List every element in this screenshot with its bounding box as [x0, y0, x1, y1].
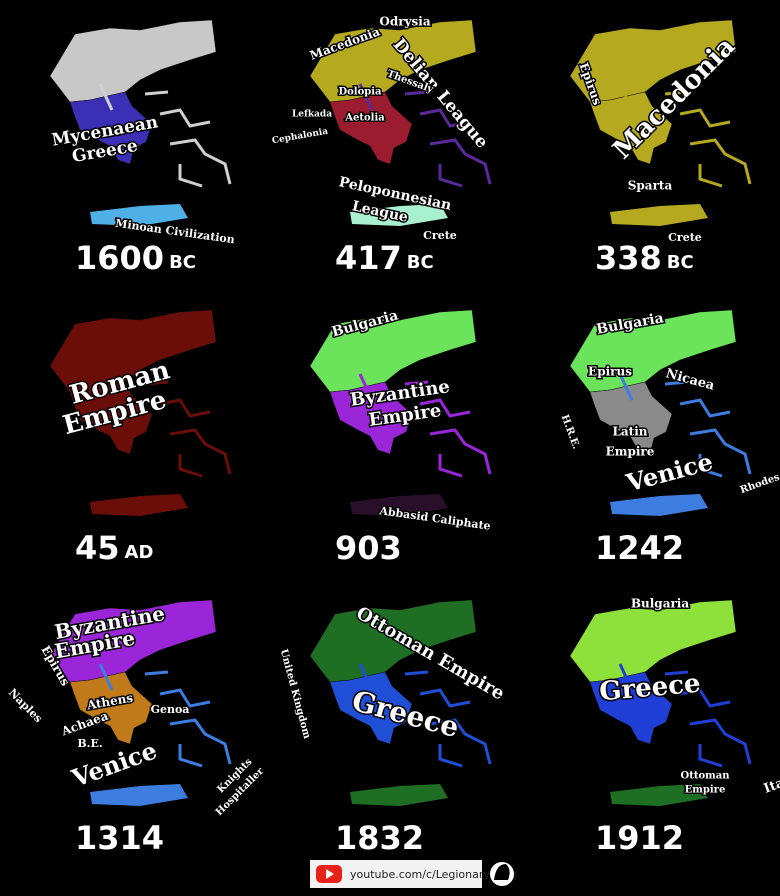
islands	[618, 83, 752, 188]
place-label: Odrysia	[379, 15, 430, 29]
crete	[610, 204, 708, 226]
region	[69, 381, 153, 455]
region	[329, 671, 413, 745]
place-label: Lefkada	[292, 110, 332, 120]
region	[589, 381, 673, 455]
crete	[610, 494, 708, 516]
place-label: Empire	[685, 785, 726, 796]
year: 338	[595, 239, 662, 277]
year: 1314	[75, 819, 164, 857]
place-label: Crete	[423, 229, 457, 242]
year: 45	[75, 529, 120, 567]
islands	[98, 373, 232, 478]
era: BC	[169, 252, 196, 273]
region	[69, 671, 153, 745]
play-icon	[326, 869, 334, 879]
crete	[350, 784, 448, 806]
place-label: Genoa	[151, 703, 190, 716]
region	[69, 91, 153, 165]
islands	[98, 663, 232, 768]
footer-url: youtube.com/c/LegionaryAtlas	[350, 868, 517, 881]
islands	[98, 83, 232, 188]
crete	[90, 494, 188, 516]
year: 1912	[595, 819, 684, 857]
year: 1600	[75, 239, 164, 277]
place-label: Sparta	[628, 179, 673, 193]
place-label: Dolopia	[338, 87, 382, 98]
crete	[90, 784, 188, 806]
crete	[610, 784, 708, 806]
islands	[358, 83, 492, 188]
place-label: Bulgaria	[631, 597, 689, 611]
crete	[90, 204, 188, 226]
region	[329, 91, 413, 165]
era: BC	[667, 252, 694, 273]
islands	[618, 663, 752, 768]
year: 1832	[335, 819, 424, 857]
place-label: Aetolia	[344, 113, 385, 124]
place-label: Crete	[668, 231, 702, 244]
year: 1242	[595, 529, 684, 567]
crete	[350, 494, 448, 516]
place-label: Ottoman	[681, 771, 731, 782]
crete	[350, 204, 448, 226]
place-label: B.E.	[77, 737, 102, 750]
place-label: Epirus	[588, 365, 632, 379]
region	[589, 671, 673, 745]
islands	[358, 373, 492, 478]
islands	[618, 373, 752, 478]
logo-helmet	[494, 864, 510, 880]
islands	[358, 663, 492, 768]
place-label: Latin	[612, 425, 647, 439]
era: BC	[407, 252, 434, 273]
year: 903	[335, 529, 402, 567]
region	[589, 91, 673, 165]
year: 417	[335, 239, 402, 277]
region	[329, 381, 413, 455]
era: AD	[125, 542, 154, 563]
place-label: Empire	[606, 445, 655, 459]
footer: youtube.com/c/LegionaryAtlas	[310, 860, 517, 888]
